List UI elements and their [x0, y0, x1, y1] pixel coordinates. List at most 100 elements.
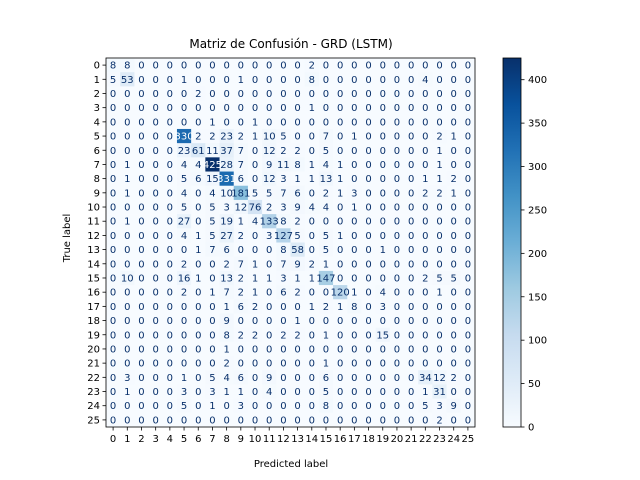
cell-value: 0 [351, 387, 357, 398]
heatmap-cell [219, 270, 235, 286]
cell-value: 0 [436, 75, 442, 86]
cell-value: 0 [465, 61, 471, 72]
cell-value: 1 [294, 316, 300, 327]
cell-value: 0 [394, 288, 400, 299]
cell-value: 0 [110, 160, 116, 171]
cell-value: 4 [323, 203, 329, 214]
cell-value: 15 [376, 330, 389, 341]
heatmap-cell [404, 299, 419, 314]
heatmap-cell [106, 384, 121, 399]
cell-value: 0 [394, 245, 400, 256]
cell-value: 0 [451, 288, 457, 299]
heatmap-cell [318, 86, 334, 101]
cell-value: 0 [351, 330, 357, 341]
heatmap-cell [205, 58, 220, 73]
heatmap-cell [418, 341, 433, 357]
cell-value: 0 [394, 259, 400, 270]
heatmap-cell [148, 157, 164, 172]
colorbar-tick-label: 300 [528, 162, 547, 173]
x-tick-label: 25 [462, 434, 475, 445]
cell-value: 0 [110, 89, 116, 100]
heatmap-cell [162, 384, 178, 399]
cell-value: 0 [436, 203, 442, 214]
cell-value: 0 [351, 415, 357, 426]
heatmap-cell [205, 157, 220, 172]
heatmap-cell [404, 384, 419, 399]
cell-value: 1 [124, 188, 130, 199]
heatmap-cell [176, 299, 192, 314]
heatmap-cell [333, 228, 348, 243]
cell-value: 0 [422, 217, 428, 228]
heatmap-cell [262, 128, 277, 144]
heatmap-cell [318, 412, 334, 428]
x-tick-label: 22 [419, 434, 432, 445]
cell-value: 0 [124, 316, 130, 327]
heatmap-cell [347, 86, 362, 101]
heatmap-cell [404, 199, 419, 215]
heatmap-cell [134, 313, 149, 328]
heatmap-cell [134, 412, 149, 428]
heatmap-cell [361, 100, 376, 116]
cell-value: 0 [394, 132, 400, 143]
heatmap-cell [162, 86, 178, 101]
cell-value: 0 [309, 373, 315, 384]
heatmap-cell [134, 384, 149, 399]
heatmap-cell [304, 285, 320, 300]
heatmap-cell [219, 185, 235, 201]
heatmap-cell [176, 285, 192, 300]
chart-title: Matriz de Confusión - GRD (LSTM) [189, 37, 392, 51]
cell-value: 0 [138, 75, 144, 86]
cell-value: 0 [351, 174, 357, 185]
cell-value: 0 [209, 89, 215, 100]
heatmap-cell [120, 199, 135, 215]
heatmap-cell [262, 143, 277, 158]
heatmap-cell [304, 256, 320, 272]
heatmap-cell [247, 143, 263, 158]
heatmap-cell [162, 114, 178, 130]
heatmap-cell [134, 341, 149, 357]
heatmap-cell [120, 313, 135, 328]
cell-value: 0 [167, 273, 173, 284]
cell-value: 0 [294, 302, 300, 313]
heatmap-cell [276, 384, 291, 399]
cell-value: 0 [124, 401, 130, 412]
cell-value: 0 [351, 401, 357, 412]
cell-value: 10 [121, 273, 134, 284]
cell-value: 0 [323, 415, 329, 426]
cell-value: 3 [436, 401, 442, 412]
cell-value: 0 [323, 61, 329, 72]
cell-value: 15 [206, 174, 219, 185]
cell-value: 0 [380, 75, 386, 86]
heatmap-cell [276, 398, 291, 414]
heatmap-cell [333, 384, 348, 399]
cell-value: 0 [294, 415, 300, 426]
cell-value: 0 [152, 415, 158, 426]
heatmap-cell [120, 299, 135, 314]
cell-value: 181 [231, 188, 250, 199]
cell-value: 0 [365, 174, 371, 185]
heatmap-cell [361, 299, 376, 314]
heatmap-cell [432, 313, 447, 328]
cell-value: 0 [351, 245, 357, 256]
cell-value: 0 [223, 75, 229, 86]
cell-value: 61 [192, 146, 205, 157]
cell-value: 0 [195, 188, 201, 199]
cell-value: 0 [238, 117, 244, 128]
cell-value: 5 [110, 75, 116, 86]
heatmap-cell [389, 114, 405, 130]
cell-value: 0 [408, 359, 414, 370]
heatmap-cell [290, 256, 305, 272]
heatmap-cell [176, 370, 192, 385]
y-tick-label: 4 [94, 117, 100, 128]
cell-value: 2 [294, 146, 300, 157]
heatmap-cell [318, 299, 334, 314]
cell-value: 0 [337, 273, 343, 284]
heatmap-cell [389, 256, 405, 272]
cell-value: 9 [223, 316, 229, 327]
heatmap-cell [176, 199, 192, 215]
cell-value: 0 [238, 316, 244, 327]
heatmap-cell [162, 356, 178, 371]
heatmap-cell [120, 86, 135, 101]
heatmap-cell [460, 72, 476, 87]
y-tick-label: 24 [87, 401, 100, 412]
